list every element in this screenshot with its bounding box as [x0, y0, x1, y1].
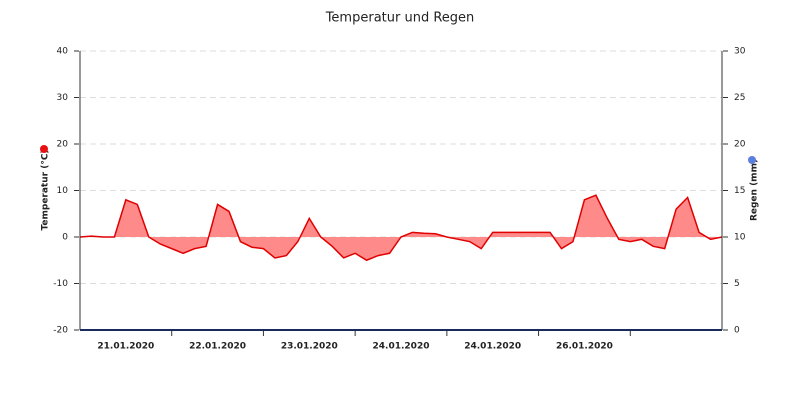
y2-tick-label: 15: [734, 186, 745, 196]
x-tick-label: 26.01.2020: [556, 342, 613, 352]
y-label-marker: [40, 145, 48, 153]
y2-tick-label: 25: [734, 93, 745, 103]
line: [79, 194, 723, 262]
y-tick-label: -10: [53, 279, 68, 289]
x-tick-label: 24.01.2020: [464, 342, 521, 352]
area: [80, 195, 722, 261]
x-tick-label: 24.01.2020: [373, 342, 430, 352]
y-tick-label: 0: [62, 233, 68, 243]
x-tick-label: 21.01.2020: [97, 342, 154, 352]
y-tick-label: 40: [57, 47, 69, 57]
y2-tick-label: 20: [734, 140, 746, 150]
x-tick-label: 23.01.2020: [281, 342, 338, 352]
y-tick-label: 20: [57, 140, 69, 150]
y-tick-label: 10: [57, 186, 69, 196]
y2-axis-label: Regen (mm): [750, 159, 760, 221]
x-tick-label: 22.01.2020: [189, 342, 246, 352]
y2-tick-label: 5: [734, 279, 740, 289]
y2-tick-label: 30: [734, 47, 746, 57]
y2-label-marker: [748, 156, 756, 164]
y2-tick-label: 10: [734, 233, 746, 243]
y-tick-label: 30: [57, 93, 69, 103]
y-tick-label: -20: [53, 326, 68, 336]
chart-title: Temperatur und Regen: [325, 11, 475, 26]
y2-tick-label: 0: [734, 326, 740, 336]
y-axis-label: Temperatur (°C): [41, 149, 51, 230]
